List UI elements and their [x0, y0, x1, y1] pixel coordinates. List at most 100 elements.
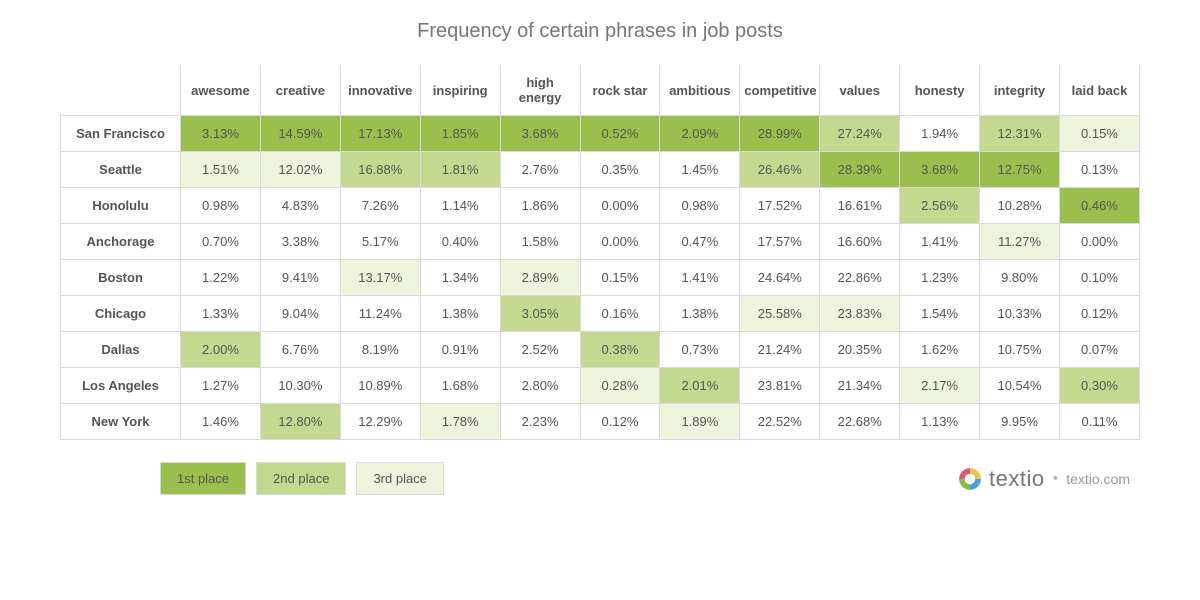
data-cell: 0.52%	[580, 116, 660, 152]
table-row: San Francisco3.13%14.59%17.13%1.85%3.68%…	[61, 116, 1140, 152]
data-cell: 1.38%	[660, 296, 740, 332]
table-row: Seattle1.51%12.02%16.88%1.81%2.76%0.35%1…	[61, 152, 1140, 188]
data-cell: 9.95%	[980, 404, 1060, 440]
data-cell: 1.45%	[660, 152, 740, 188]
chart-title: Frequency of certain phrases in job post…	[60, 20, 1140, 43]
data-cell: 0.38%	[580, 332, 660, 368]
data-cell: 16.60%	[820, 224, 900, 260]
data-cell: 8.19%	[340, 332, 420, 368]
data-cell: 0.16%	[580, 296, 660, 332]
data-cell: 2.56%	[900, 188, 980, 224]
data-cell: 22.52%	[740, 404, 820, 440]
data-cell: 3.68%	[500, 116, 580, 152]
data-cell: 1.54%	[900, 296, 980, 332]
column-header: laid back	[1059, 65, 1139, 116]
row-header: Seattle	[61, 152, 181, 188]
data-cell: 0.28%	[580, 368, 660, 404]
data-cell: 10.75%	[980, 332, 1060, 368]
data-cell: 0.15%	[1059, 116, 1139, 152]
row-header: Honolulu	[61, 188, 181, 224]
data-cell: 0.98%	[660, 188, 740, 224]
data-cell: 0.30%	[1059, 368, 1139, 404]
data-cell: 1.89%	[660, 404, 740, 440]
data-cell: 1.51%	[181, 152, 261, 188]
data-cell: 0.13%	[1059, 152, 1139, 188]
row-header: Los Angeles	[61, 368, 181, 404]
footer: 1st place2nd place3rd place textio • tex…	[60, 462, 1140, 495]
data-cell: 11.24%	[340, 296, 420, 332]
data-cell: 20.35%	[820, 332, 900, 368]
data-cell: 0.46%	[1059, 188, 1139, 224]
data-cell: 5.17%	[340, 224, 420, 260]
data-cell: 2.80%	[500, 368, 580, 404]
data-cell: 9.41%	[260, 260, 340, 296]
data-cell: 1.23%	[900, 260, 980, 296]
data-cell: 1.58%	[500, 224, 580, 260]
data-cell: 1.27%	[181, 368, 261, 404]
column-header: values	[820, 65, 900, 116]
data-cell: 1.81%	[420, 152, 500, 188]
table-row: Anchorage0.70%3.38%5.17%0.40%1.58%0.00%0…	[61, 224, 1140, 260]
data-cell: 21.34%	[820, 368, 900, 404]
data-cell: 25.58%	[740, 296, 820, 332]
data-cell: 2.52%	[500, 332, 580, 368]
data-cell: 10.89%	[340, 368, 420, 404]
textio-logo-icon	[959, 468, 981, 490]
data-cell: 1.13%	[900, 404, 980, 440]
data-cell: 10.33%	[980, 296, 1060, 332]
column-header: high energy	[500, 65, 580, 116]
data-cell: 12.80%	[260, 404, 340, 440]
data-cell: 11.27%	[980, 224, 1060, 260]
column-header: innovative	[340, 65, 420, 116]
data-cell: 12.75%	[980, 152, 1060, 188]
data-cell: 2.76%	[500, 152, 580, 188]
legend-item: 3rd place	[356, 462, 443, 495]
table-row: Boston1.22%9.41%13.17%1.34%2.89%0.15%1.4…	[61, 260, 1140, 296]
data-cell: 6.76%	[260, 332, 340, 368]
row-header: Anchorage	[61, 224, 181, 260]
data-cell: 17.57%	[740, 224, 820, 260]
separator-dot: •	[1053, 470, 1059, 488]
data-cell: 1.46%	[181, 404, 261, 440]
data-cell: 2.00%	[181, 332, 261, 368]
data-cell: 2.01%	[660, 368, 740, 404]
data-cell: 26.46%	[740, 152, 820, 188]
data-cell: 17.52%	[740, 188, 820, 224]
data-cell: 23.83%	[820, 296, 900, 332]
legend-item: 1st place	[160, 462, 246, 495]
legend: 1st place 2nd place 3rd place	[160, 462, 444, 495]
data-cell: 1.68%	[420, 368, 500, 404]
data-cell: 0.35%	[580, 152, 660, 188]
data-cell: 0.73%	[660, 332, 740, 368]
data-cell: 0.10%	[1059, 260, 1139, 296]
data-cell: 0.12%	[1059, 296, 1139, 332]
data-cell: 0.91%	[420, 332, 500, 368]
data-cell: 13.17%	[340, 260, 420, 296]
data-cell: 2.09%	[660, 116, 740, 152]
data-cell: 9.04%	[260, 296, 340, 332]
data-cell: 1.86%	[500, 188, 580, 224]
column-header: honesty	[900, 65, 980, 116]
data-cell: 17.13%	[340, 116, 420, 152]
data-cell: 22.86%	[820, 260, 900, 296]
data-cell: 0.11%	[1059, 404, 1139, 440]
row-header: Dallas	[61, 332, 181, 368]
column-header: integrity	[980, 65, 1060, 116]
data-cell: 28.39%	[820, 152, 900, 188]
table-row: Chicago1.33%9.04%11.24%1.38%3.05%0.16%1.…	[61, 296, 1140, 332]
legend-item: 2nd place	[256, 462, 346, 495]
column-header: ambitious	[660, 65, 740, 116]
data-cell: 2.89%	[500, 260, 580, 296]
phrase-frequency-table: awesomecreativeinnovativeinspiringhigh e…	[60, 65, 1140, 440]
data-cell: 2.23%	[500, 404, 580, 440]
data-cell: 10.30%	[260, 368, 340, 404]
data-cell: 4.83%	[260, 188, 340, 224]
column-header: awesome	[181, 65, 261, 116]
table-row: Honolulu0.98%4.83%7.26%1.14%1.86%0.00%0.…	[61, 188, 1140, 224]
data-cell: 21.24%	[740, 332, 820, 368]
data-cell: 1.41%	[660, 260, 740, 296]
table-row: Dallas2.00%6.76%8.19%0.91%2.52%0.38%0.73…	[61, 332, 1140, 368]
data-cell: 16.61%	[820, 188, 900, 224]
column-header: competitive	[740, 65, 820, 116]
data-cell: 10.54%	[980, 368, 1060, 404]
